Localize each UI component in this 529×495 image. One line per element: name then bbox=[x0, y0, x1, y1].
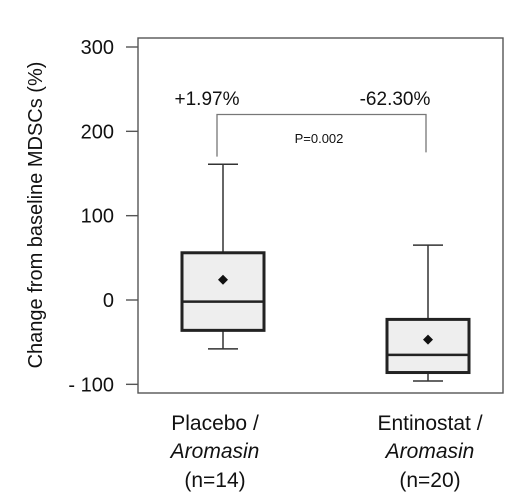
category-labels: Placebo / Aromasin (n=14) Entinostat / Aroma… bbox=[169, 412, 483, 492]
box-group-1: +1.97% bbox=[175, 89, 266, 350]
box-group-2: -62.30% bbox=[360, 89, 471, 382]
category-label-line1: Entinostat / bbox=[377, 412, 482, 435]
boxes-layer: +1.97% -62.30% bbox=[175, 89, 471, 382]
y-tick-label: 0 bbox=[103, 290, 114, 312]
category-label-line2: Aromasin bbox=[384, 440, 475, 463]
comparison-bracket: P=0.002 bbox=[216, 113, 427, 157]
y-tick-label: 300 bbox=[81, 37, 114, 59]
y-tick-label: - 100 bbox=[68, 374, 114, 396]
box-iqr bbox=[180, 251, 266, 332]
category-label-line3: (n=14) bbox=[184, 469, 245, 492]
percent-change-annotation: -62.30% bbox=[360, 89, 431, 110]
mean-marker bbox=[423, 334, 433, 345]
y-tick-label: 100 bbox=[81, 206, 114, 228]
y-tick-label: 200 bbox=[81, 121, 114, 143]
p-value-label: P=0.002 bbox=[295, 131, 344, 146]
box-iqr bbox=[385, 317, 471, 375]
percent-change-annotation: +1.97% bbox=[175, 89, 240, 110]
category-label-line2: Aromasin bbox=[169, 440, 260, 463]
y-axis-ticks: 300 200 100 0 - 100 bbox=[68, 37, 138, 396]
mean-marker bbox=[218, 274, 228, 285]
category-label-line3: (n=20) bbox=[399, 469, 460, 492]
category-label-line1: Placebo / bbox=[171, 412, 259, 435]
significance-bracket bbox=[216, 113, 427, 157]
y-axis-label: Change from baseline MDSCs (%) bbox=[25, 62, 47, 369]
